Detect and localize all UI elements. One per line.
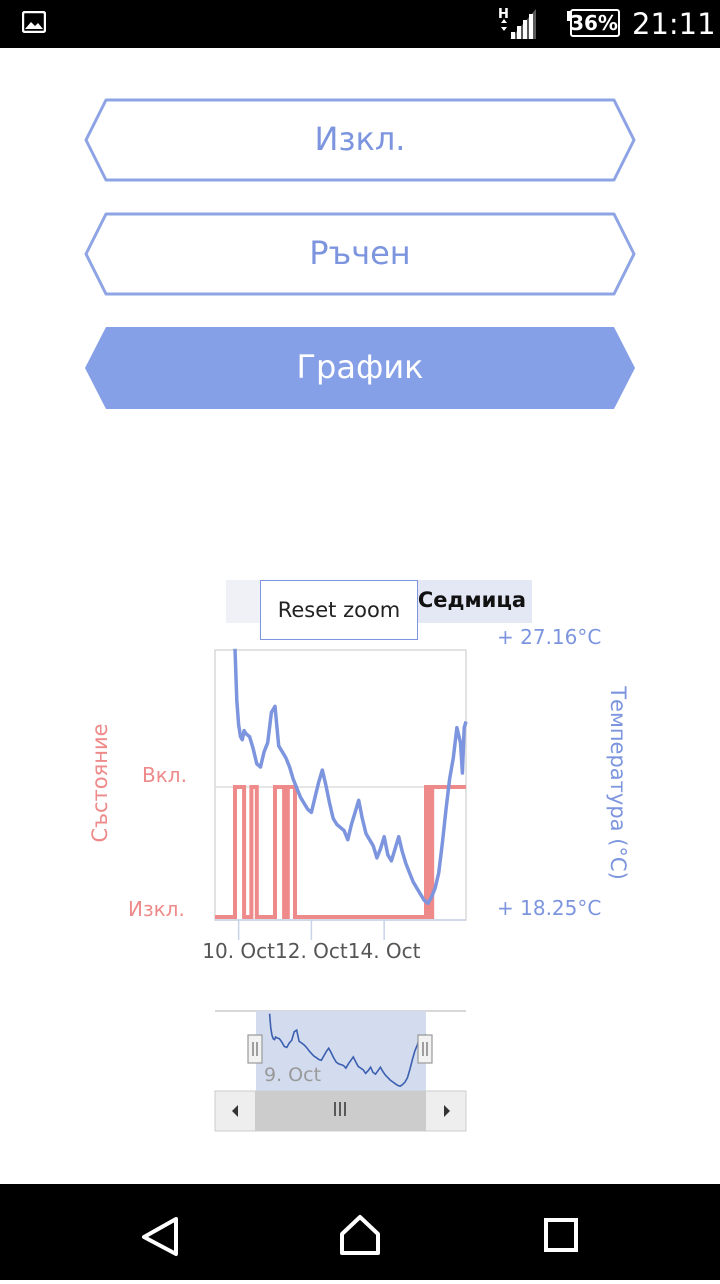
- reset-zoom-button[interactable]: Reset zoom: [260, 580, 418, 640]
- button-shape: [85, 327, 635, 409]
- battery-icon: [567, 9, 620, 37]
- network-type-label: H: [498, 7, 509, 22]
- state-off-tick: Изкл.: [128, 897, 185, 921]
- temperature-chart[interactable]: 10. Oct 12. Oct 14. Oct 9. Oct: [0, 0, 720, 1184]
- navigator-x-tick: 9. Oct: [264, 1064, 321, 1086]
- navigator-handle-right[interactable]: [417, 1034, 433, 1064]
- photo-notification-icon: [22, 11, 46, 33]
- state-series-line: [215, 785, 466, 919]
- navigation-bar: [0, 1184, 720, 1280]
- recent-apps-square-icon: [544, 1218, 578, 1252]
- x-tick-label: 10. Oct: [202, 939, 275, 963]
- button-shape: [84, 98, 636, 182]
- mode-manual-button[interactable]: Ръчен: [84, 212, 636, 296]
- range-tab-week-label: Седмица: [417, 588, 527, 612]
- battery-level: 36%: [570, 11, 618, 35]
- clock: 21:11: [632, 7, 716, 41]
- mode-off-label: Изкл.: [314, 120, 406, 158]
- navigator-selection[interactable]: [256, 1011, 426, 1091]
- status-bar: H 36% 21:11: [0, 0, 720, 48]
- navigator-series-line: [268, 1013, 427, 1088]
- mode-manual-label: Ръчен: [309, 234, 411, 272]
- home-icon: [340, 1215, 380, 1255]
- scroll-left-arrow-icon[interactable]: [232, 1105, 238, 1117]
- temperature-min-label: + 18.25°C: [497, 896, 602, 920]
- x-tick-label: 12. Oct: [275, 939, 348, 963]
- navigator-handle-left[interactable]: [247, 1034, 263, 1064]
- back-button[interactable]: [100, 1184, 220, 1280]
- temperature-series-line: [233, 648, 468, 906]
- x-tick-label: 14. Oct: [348, 939, 421, 963]
- home-button[interactable]: [300, 1184, 420, 1280]
- back-triangle-icon: [142, 1217, 178, 1256]
- mode-schedule-label: График: [296, 348, 424, 386]
- mode-off-button[interactable]: Изкл.: [84, 98, 636, 182]
- scrollbar-grip-icon: [334, 1102, 346, 1116]
- state-on-tick: Вкл.: [142, 763, 187, 787]
- scroll-right-arrow-icon[interactable]: [444, 1105, 450, 1117]
- button-shape: [84, 212, 636, 296]
- range-tab-week[interactable]: Седмица: [412, 580, 532, 623]
- mode-schedule-button[interactable]: График: [84, 326, 636, 410]
- recent-apps-button[interactable]: [500, 1184, 620, 1280]
- temperature-max-label: + 27.16°C: [497, 625, 602, 649]
- mobile-signal-icon: H: [498, 7, 536, 39]
